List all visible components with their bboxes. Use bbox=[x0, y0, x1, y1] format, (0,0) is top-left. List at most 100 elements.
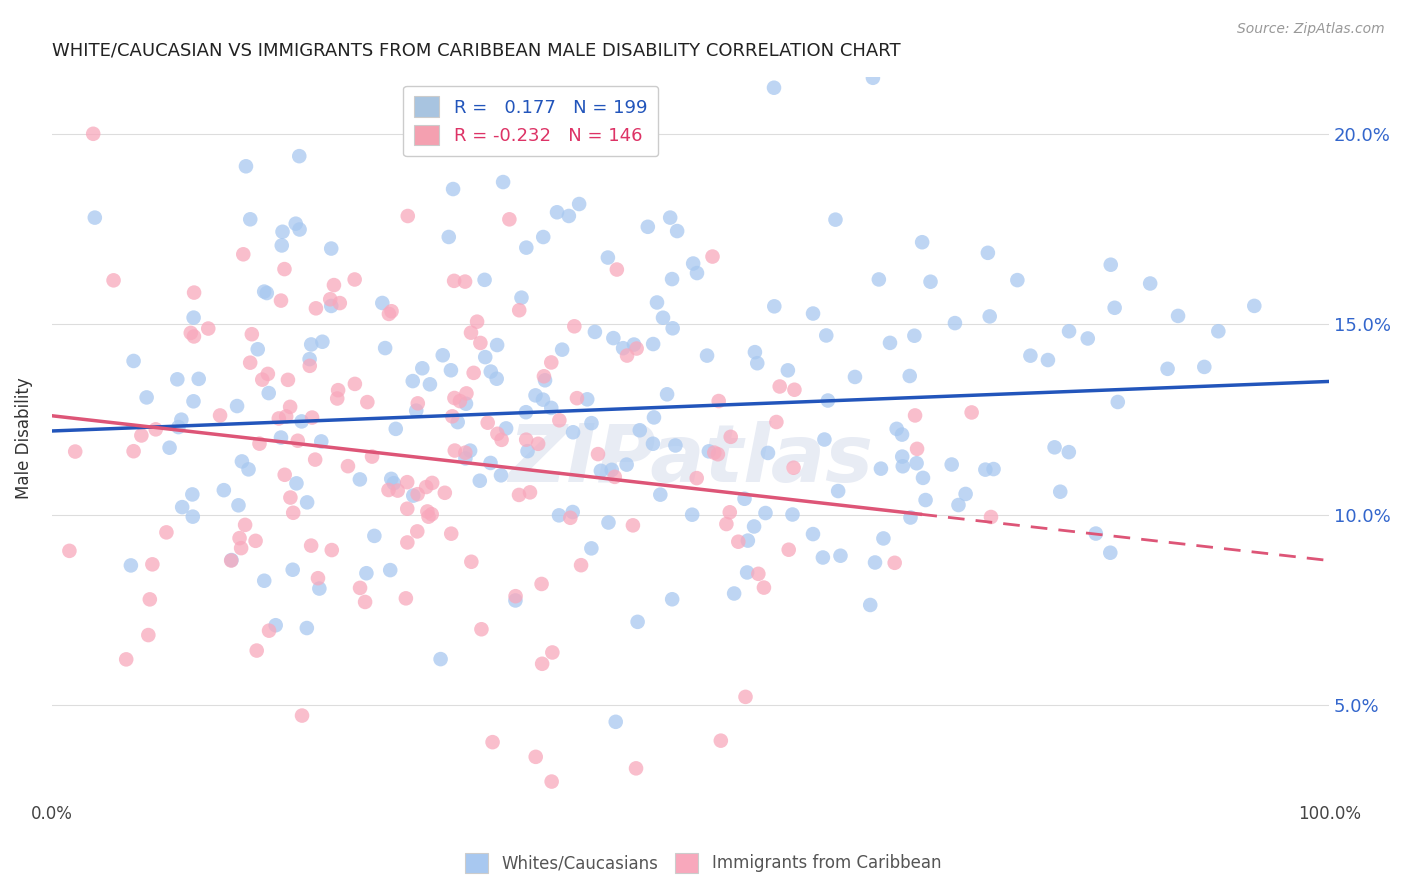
Point bbox=[326, 392, 349, 406]
Point bbox=[817, 393, 839, 408]
Point bbox=[515, 405, 537, 419]
Point bbox=[762, 80, 785, 95]
Point bbox=[172, 500, 194, 515]
Point bbox=[246, 643, 269, 657]
Point bbox=[606, 262, 628, 277]
Point bbox=[82, 127, 104, 141]
Point bbox=[420, 507, 443, 521]
Point bbox=[406, 524, 429, 539]
Point bbox=[145, 422, 167, 436]
Point bbox=[301, 410, 323, 425]
Point bbox=[288, 149, 311, 163]
Point bbox=[904, 409, 927, 423]
Point bbox=[1099, 258, 1122, 272]
Point bbox=[702, 250, 724, 264]
Point bbox=[955, 487, 977, 501]
Point bbox=[363, 529, 385, 543]
Point bbox=[710, 733, 733, 747]
Point bbox=[420, 475, 443, 490]
Text: Source: ZipAtlas.com: Source: ZipAtlas.com bbox=[1237, 22, 1385, 37]
Point bbox=[686, 266, 709, 280]
Point bbox=[1208, 324, 1230, 338]
Point bbox=[311, 434, 333, 449]
Point bbox=[1104, 301, 1126, 315]
Point bbox=[167, 420, 190, 434]
Point bbox=[465, 315, 488, 329]
Point bbox=[239, 356, 262, 370]
Point bbox=[308, 582, 330, 596]
Point bbox=[135, 391, 157, 405]
Text: WHITE/CAUCASIAN VS IMMIGRANTS FROM CARIBBEAN MALE DISABILITY CORRELATION CHART: WHITE/CAUCASIAN VS IMMIGRANTS FROM CARIB… bbox=[52, 42, 900, 60]
Point bbox=[623, 337, 645, 351]
Point bbox=[181, 487, 204, 501]
Point bbox=[650, 488, 672, 502]
Point bbox=[830, 549, 852, 563]
Point bbox=[170, 412, 193, 426]
Point bbox=[321, 242, 343, 256]
Point bbox=[666, 224, 689, 238]
Point bbox=[778, 542, 800, 557]
Point bbox=[481, 735, 503, 749]
Point bbox=[181, 509, 204, 524]
Point bbox=[602, 331, 624, 345]
Point bbox=[879, 335, 901, 350]
Point bbox=[815, 328, 838, 343]
Point bbox=[707, 394, 730, 409]
Point bbox=[356, 395, 378, 409]
Point bbox=[581, 416, 603, 430]
Point bbox=[716, 516, 738, 531]
Point bbox=[1057, 445, 1080, 459]
Point bbox=[229, 541, 252, 555]
Point bbox=[643, 337, 665, 351]
Point bbox=[747, 356, 769, 370]
Y-axis label: Male Disability: Male Disability bbox=[15, 377, 32, 500]
Point bbox=[560, 510, 582, 524]
Point bbox=[886, 422, 908, 436]
Point bbox=[624, 761, 647, 775]
Point bbox=[155, 525, 177, 540]
Point bbox=[891, 427, 914, 442]
Point bbox=[598, 516, 620, 530]
Point bbox=[380, 563, 402, 577]
Point bbox=[253, 574, 276, 588]
Point bbox=[868, 272, 890, 286]
Point bbox=[122, 354, 145, 368]
Point bbox=[253, 285, 276, 299]
Point bbox=[1194, 359, 1216, 374]
Point bbox=[530, 577, 553, 591]
Point bbox=[402, 374, 425, 388]
Point bbox=[382, 476, 405, 491]
Point bbox=[283, 506, 305, 520]
Point bbox=[752, 581, 775, 595]
Point bbox=[801, 306, 824, 320]
Point bbox=[238, 462, 260, 476]
Point bbox=[720, 430, 742, 444]
Point bbox=[319, 292, 342, 306]
Point bbox=[548, 413, 571, 427]
Point bbox=[1019, 349, 1042, 363]
Point bbox=[485, 372, 508, 386]
Point bbox=[983, 462, 1005, 476]
Point bbox=[240, 327, 263, 342]
Point bbox=[905, 442, 928, 456]
Point bbox=[863, 556, 886, 570]
Point bbox=[872, 532, 894, 546]
Point bbox=[321, 299, 343, 313]
Point bbox=[581, 541, 603, 556]
Point bbox=[468, 474, 491, 488]
Point bbox=[226, 399, 249, 413]
Point bbox=[486, 338, 509, 352]
Point bbox=[534, 373, 557, 387]
Point bbox=[661, 321, 683, 335]
Point bbox=[742, 519, 765, 533]
Point bbox=[827, 483, 849, 498]
Point bbox=[1043, 440, 1066, 454]
Point bbox=[697, 444, 720, 458]
Point bbox=[470, 622, 492, 636]
Point bbox=[246, 343, 269, 357]
Point bbox=[103, 273, 125, 287]
Point bbox=[277, 373, 299, 387]
Point bbox=[257, 367, 280, 381]
Point bbox=[883, 556, 905, 570]
Point bbox=[402, 489, 425, 503]
